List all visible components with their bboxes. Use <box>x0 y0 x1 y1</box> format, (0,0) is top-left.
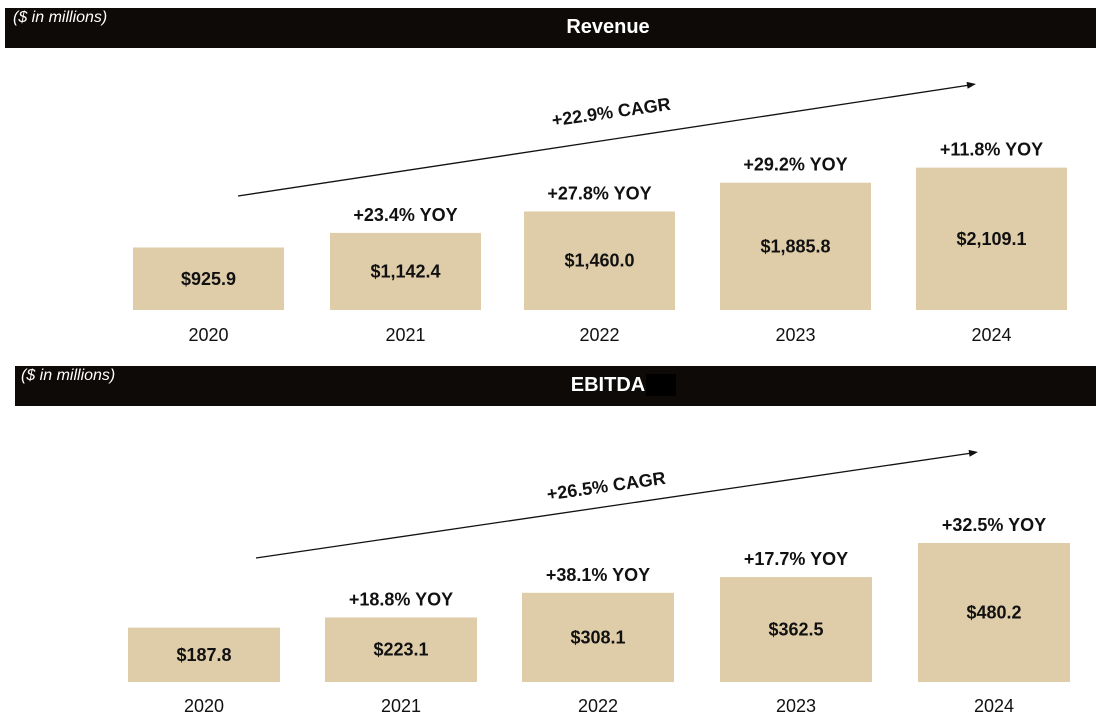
ebitda-x-tick-2023: 2023 <box>776 696 816 716</box>
revenue-bar-2023 <box>720 182 871 310</box>
revenue-bar-2020 <box>133 247 284 310</box>
revenue-x-tick-2023: 2023 <box>775 325 815 345</box>
revenue-yoy-label-2024: +11.8% YOY <box>940 140 1043 160</box>
revenue-cagr-label: +22.9% CAGR <box>551 94 672 130</box>
revenue-x-tick-2021: 2021 <box>385 325 425 345</box>
ebitda-units-note: ($ in millions) <box>21 367 116 384</box>
ebitda-x-tick-2021: 2021 <box>381 696 421 716</box>
revenue-x-tick-2022: 2022 <box>579 325 619 345</box>
ebitda-yoy-label-2023: +17.7% YOY <box>744 549 848 569</box>
ebitda-bar-2023 <box>720 577 872 682</box>
revenue-value-label-2024: $2,109.1 <box>956 229 1026 249</box>
ebitda-bar-2020 <box>128 627 280 682</box>
revenue-cagr-arrow-line <box>237 84 971 197</box>
revenue-bar-2024 <box>916 167 1067 310</box>
revenue-value-label-2020: $925.9 <box>181 269 236 289</box>
ebitda-value-label-2020: $187.8 <box>176 645 231 665</box>
ebitda-value-label-2024: $480.2 <box>966 602 1021 622</box>
ebitda-value-label-2021: $223.1 <box>373 640 428 660</box>
revenue-value-label-2022: $1,460.0 <box>564 251 634 271</box>
revenue-x-tick-2024: 2024 <box>971 325 1011 345</box>
ebitda-bar-2021 <box>325 617 477 682</box>
ebitda-bar-2022 <box>522 592 674 682</box>
ebitda-x-tick-2020: 2020 <box>184 696 224 716</box>
ebitda-yoy-label-2024: +32.5% YOY <box>942 515 1046 535</box>
ebitda-x-tick-2022: 2022 <box>578 696 618 716</box>
ebitda-cagr-arrow-head <box>968 449 978 457</box>
revenue-value-label-2023: $1,885.8 <box>760 236 830 256</box>
ebitda-x-tick-2024: 2024 <box>974 696 1014 716</box>
ebitda-cagr-arrow-line <box>255 452 973 559</box>
ebitda-cagr-label: +26.5% CAGR <box>546 468 667 504</box>
ebitda-bar-2024 <box>918 542 1070 682</box>
revenue-cagr-arrow-head <box>966 81 976 89</box>
revenue-yoy-label-2021: +23.4% YOY <box>353 205 457 225</box>
revenue-yoy-label-2023: +29.2% YOY <box>743 155 847 175</box>
revenue-chart-title: Revenue <box>566 16 650 38</box>
revenue-chart: +22.9% CAGR $925.9 2020 $1,142.4 +23.4% YOY 2… <box>133 81 1067 345</box>
revenue-bar-2022 <box>524 211 675 310</box>
revenue-yoy-label-2022: +27.8% YOY <box>547 183 651 203</box>
ebitda-chart-title: EBITDA <box>570 374 646 396</box>
ebitda-chart: +26.5% CAGR $187.8 2020 $223.1 +18.8% YOY 202… <box>128 449 1070 716</box>
revenue-header-bar: ($ in millions) Revenue <box>5 8 1096 48</box>
revenue-bar-2021 <box>330 232 481 310</box>
ebitda-value-label-2023: $362.5 <box>768 620 823 640</box>
revenue-x-tick-2020: 2020 <box>188 325 228 345</box>
ebitda-header-bar: ($ in millions) EBITDA <box>15 366 1096 406</box>
revenue-value-label-2021: $1,142.4 <box>370 261 440 281</box>
redaction-box <box>646 374 676 396</box>
revenue-units-note: ($ in millions) <box>13 9 108 26</box>
ebitda-yoy-label-2021: +18.8% YOY <box>349 589 453 609</box>
ebitda-value-label-2022: $308.1 <box>570 627 625 647</box>
ebitda-yoy-label-2022: +38.1% YOY <box>546 565 650 585</box>
